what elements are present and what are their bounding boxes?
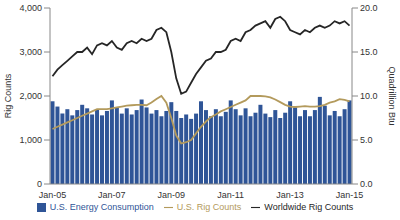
svg-text:Jan-11: Jan-11 xyxy=(217,190,244,200)
svg-text:0.0: 0.0 xyxy=(360,179,373,189)
svg-text:15.0: 15.0 xyxy=(360,47,378,57)
svg-text:2,000: 2,000 xyxy=(19,91,42,101)
svg-text:20.0: 20.0 xyxy=(360,3,378,13)
svg-text:Quadrillion Btu: Quadrillion Btu xyxy=(387,66,392,125)
svg-text:10.0: 10.0 xyxy=(360,91,378,101)
html-text:Worldwide Rig Counts: Worldwide Rig Counts xyxy=(264,202,354,212)
svg-text:Jan-07: Jan-07 xyxy=(98,190,126,200)
svg-text:1,000: 1,000 xyxy=(19,135,42,145)
svg-text:Jan-13: Jan-13 xyxy=(276,190,304,200)
svg-text:4,000: 4,000 xyxy=(19,3,42,13)
svg-text:0: 0 xyxy=(37,179,42,189)
svg-text:Jan-09: Jan-09 xyxy=(158,190,186,200)
html-text:U.S. Energy Consumption: U.S. Energy Consumption xyxy=(49,202,154,212)
svg-text:Rig Counts: Rig Counts xyxy=(8,73,13,118)
svg-text:3,000: 3,000 xyxy=(19,47,42,57)
svg-text:Jan-15: Jan-15 xyxy=(336,190,364,200)
svg-text:5.0: 5.0 xyxy=(360,135,373,145)
html-text:U.S. Rig Counts: U.S. Rig Counts xyxy=(176,202,242,212)
svg-text:Jan-05: Jan-05 xyxy=(39,190,67,200)
